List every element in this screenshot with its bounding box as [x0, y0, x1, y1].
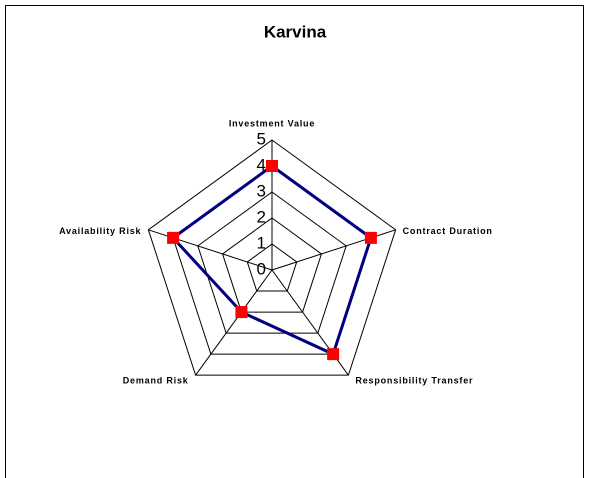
series-line [170, 164, 373, 357]
marker [364, 231, 377, 244]
r-tick-label: 5 [257, 129, 266, 148]
marker [266, 160, 278, 172]
frame [5, 5, 584, 478]
chart-title: Karvina [264, 22, 327, 41]
category-label: Demand Risk [123, 376, 189, 386]
marker [167, 231, 180, 244]
grid-ring [221, 217, 323, 313]
category-label: Investment Value [229, 118, 315, 128]
r-tick-label: 2 [257, 207, 266, 226]
grid-ring [246, 243, 298, 292]
r-tick-label: 0 [257, 259, 266, 278]
category-label: Responsibility Transfer [355, 376, 473, 386]
r-tick-label: 4 [257, 155, 266, 174]
marker [235, 306, 248, 319]
grid-ring [197, 191, 347, 334]
axis-spoke [148, 229, 273, 271]
grid-ring [147, 139, 397, 376]
category-label: Availability Risk [59, 226, 141, 236]
axis-spoke [271, 229, 396, 271]
r-tick-label: 3 [257, 181, 266, 200]
marker [327, 348, 340, 361]
axis-spoke [195, 269, 273, 376]
category-label: Contract Duration [403, 226, 493, 236]
r-tick-label: 1 [257, 233, 266, 252]
